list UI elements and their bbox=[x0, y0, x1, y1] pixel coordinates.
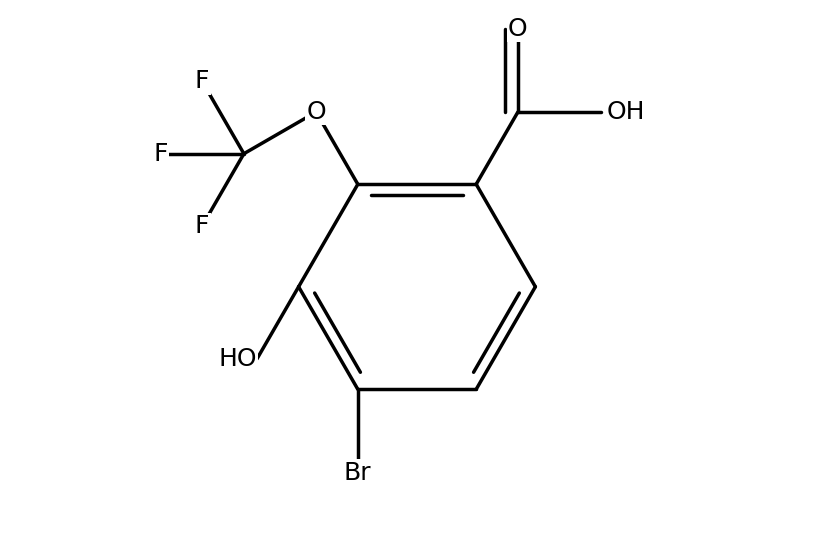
Text: Br: Br bbox=[344, 461, 372, 485]
Text: HO: HO bbox=[219, 347, 257, 371]
Text: F: F bbox=[153, 142, 168, 166]
Text: F: F bbox=[195, 70, 209, 93]
Text: O: O bbox=[508, 17, 528, 41]
Text: OH: OH bbox=[606, 100, 646, 124]
Text: O: O bbox=[306, 100, 326, 124]
Text: F: F bbox=[195, 214, 209, 238]
